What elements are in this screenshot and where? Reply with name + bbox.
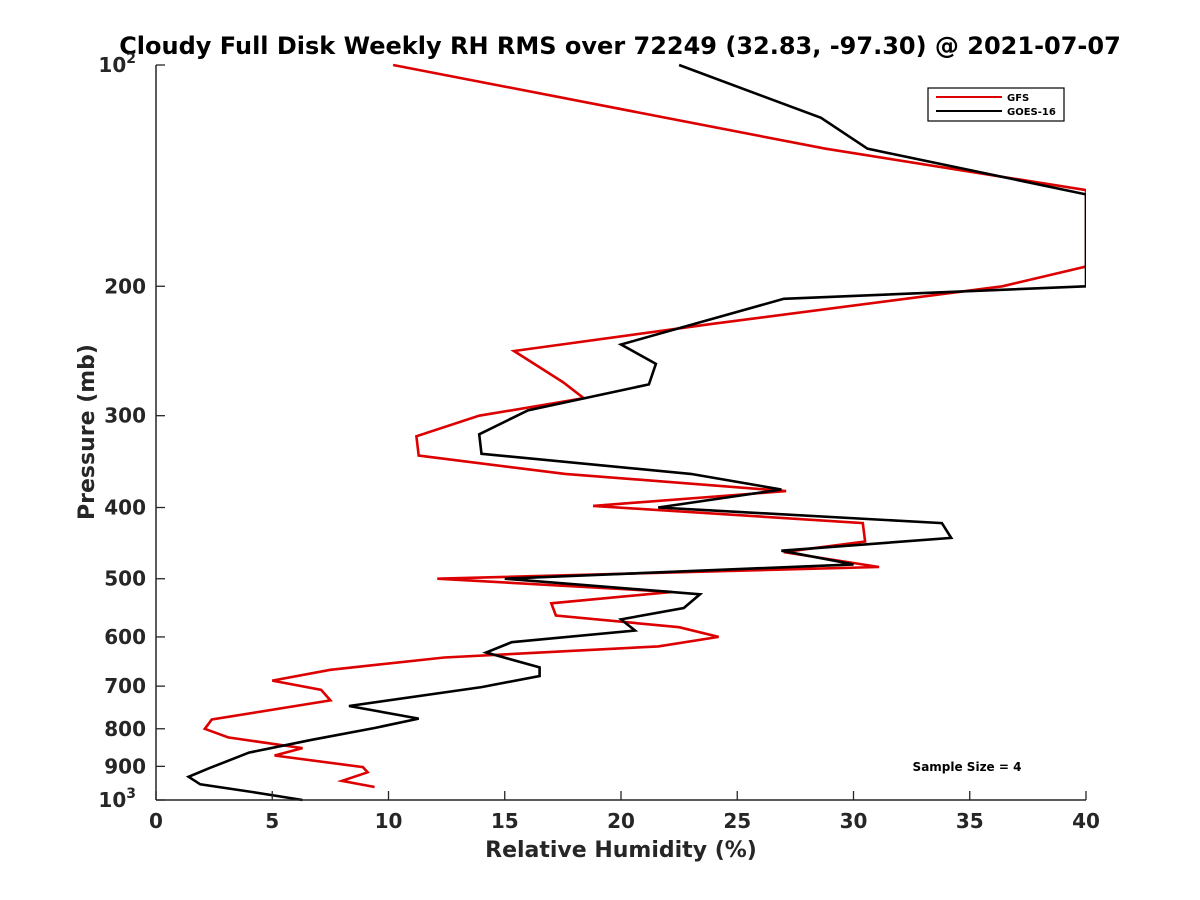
axes bbox=[155, 65, 1086, 801]
y-tick-label: 300 bbox=[104, 404, 146, 428]
x-tick-label: 10 bbox=[375, 809, 403, 833]
x-tick-label: 15 bbox=[491, 809, 519, 833]
y-tick-label: 500 bbox=[104, 567, 146, 591]
series-line-gfs bbox=[202, 63, 1086, 789]
x-tick-label: 0 bbox=[149, 809, 163, 833]
y-tick-label: 102 bbox=[98, 51, 136, 77]
x-tick-label: 35 bbox=[956, 809, 984, 833]
x-tick-label: 5 bbox=[265, 809, 279, 833]
legend-label-gfs: GFS bbox=[1007, 93, 1029, 104]
y-tick-label: 900 bbox=[104, 754, 146, 778]
y-axis-title: Pressure (mb) bbox=[75, 344, 100, 520]
chart-title: Cloudy Full Disk Weekly RH RMS over 7224… bbox=[119, 32, 1121, 60]
x-tick-label: 20 bbox=[607, 809, 635, 833]
sample-size-annotation: Sample Size = 4 bbox=[913, 760, 1022, 774]
legend: GFS GOES-16 bbox=[927, 87, 1065, 122]
y-tick-label: 200 bbox=[104, 274, 146, 298]
ticks: 0 5 10 15 20 25 30 35 40 102 200 300 400 500 600 700 800… bbox=[98, 51, 1100, 833]
x-tick-label: 25 bbox=[723, 809, 751, 833]
legend-box bbox=[927, 87, 1065, 122]
legend-label-goes16: GOES-16 bbox=[1007, 107, 1056, 118]
x-tick-label: 40 bbox=[1072, 809, 1100, 833]
y-tick-label: 800 bbox=[104, 717, 146, 741]
y-tick-label: 600 bbox=[104, 625, 146, 649]
series-line-goes16 bbox=[185, 63, 1086, 802]
y-tick-label: 400 bbox=[104, 496, 146, 520]
x-axis-title: Relative Humidity (%) bbox=[485, 838, 757, 863]
y-tick-label: 700 bbox=[104, 674, 146, 698]
series-layer bbox=[185, 63, 1086, 802]
y-tick-label: 103 bbox=[98, 786, 136, 812]
x-tick-label: 30 bbox=[840, 809, 868, 833]
